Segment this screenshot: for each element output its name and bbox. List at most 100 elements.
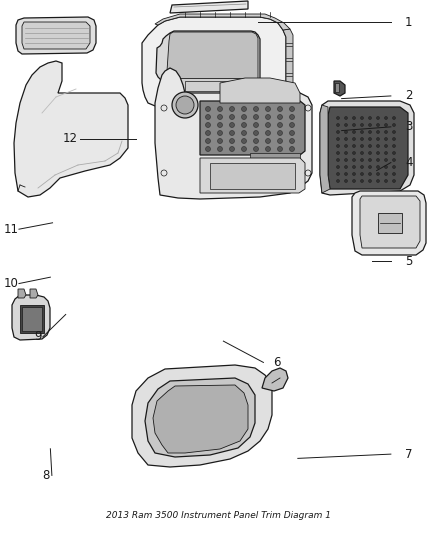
Ellipse shape — [345, 151, 347, 155]
Ellipse shape — [205, 131, 211, 135]
Ellipse shape — [345, 138, 347, 141]
Ellipse shape — [392, 138, 396, 141]
Ellipse shape — [205, 123, 211, 127]
Polygon shape — [170, 1, 248, 13]
Ellipse shape — [218, 107, 223, 111]
Ellipse shape — [336, 144, 339, 148]
Ellipse shape — [241, 107, 247, 111]
Ellipse shape — [176, 96, 194, 114]
Ellipse shape — [368, 173, 371, 175]
Ellipse shape — [218, 131, 223, 135]
Polygon shape — [220, 78, 300, 103]
Ellipse shape — [290, 123, 294, 127]
Ellipse shape — [385, 144, 388, 148]
Polygon shape — [200, 101, 305, 155]
Ellipse shape — [377, 151, 379, 155]
Ellipse shape — [230, 131, 234, 135]
Ellipse shape — [265, 131, 271, 135]
Polygon shape — [174, 78, 252, 93]
Ellipse shape — [265, 115, 271, 119]
Ellipse shape — [360, 144, 364, 148]
Ellipse shape — [392, 166, 396, 168]
Ellipse shape — [353, 180, 356, 182]
Polygon shape — [283, 29, 293, 181]
Text: 12: 12 — [63, 132, 78, 145]
Ellipse shape — [392, 124, 396, 126]
Ellipse shape — [377, 158, 379, 161]
Polygon shape — [155, 68, 312, 199]
Polygon shape — [145, 378, 255, 457]
Polygon shape — [16, 17, 96, 54]
Ellipse shape — [353, 117, 356, 119]
Ellipse shape — [360, 173, 364, 175]
Ellipse shape — [385, 158, 388, 161]
Ellipse shape — [368, 158, 371, 161]
Ellipse shape — [353, 144, 356, 148]
Ellipse shape — [254, 139, 258, 143]
Ellipse shape — [345, 158, 347, 161]
Ellipse shape — [278, 131, 283, 135]
Ellipse shape — [360, 180, 364, 182]
Ellipse shape — [345, 124, 347, 126]
Ellipse shape — [360, 158, 364, 161]
Text: 1: 1 — [405, 16, 413, 29]
Ellipse shape — [290, 115, 294, 119]
Ellipse shape — [368, 166, 371, 168]
Ellipse shape — [230, 147, 234, 151]
Ellipse shape — [360, 166, 364, 168]
Ellipse shape — [205, 115, 211, 119]
Ellipse shape — [254, 115, 258, 119]
Ellipse shape — [377, 124, 379, 126]
Ellipse shape — [385, 124, 388, 126]
Polygon shape — [30, 289, 38, 298]
Ellipse shape — [278, 123, 283, 127]
Ellipse shape — [336, 180, 339, 182]
Polygon shape — [156, 31, 260, 109]
Ellipse shape — [336, 173, 339, 175]
Ellipse shape — [345, 180, 347, 182]
Ellipse shape — [345, 144, 347, 148]
Polygon shape — [132, 365, 272, 467]
Polygon shape — [335, 119, 344, 131]
Ellipse shape — [265, 139, 271, 143]
Ellipse shape — [278, 147, 283, 151]
Ellipse shape — [360, 117, 364, 119]
Ellipse shape — [336, 131, 339, 133]
Ellipse shape — [345, 173, 347, 175]
Ellipse shape — [278, 107, 283, 111]
Ellipse shape — [353, 138, 356, 141]
Ellipse shape — [377, 138, 379, 141]
Ellipse shape — [385, 138, 388, 141]
Ellipse shape — [218, 139, 223, 143]
Text: 9: 9 — [34, 330, 42, 343]
Polygon shape — [14, 61, 128, 197]
Ellipse shape — [353, 124, 356, 126]
Ellipse shape — [241, 115, 247, 119]
Polygon shape — [320, 101, 414, 195]
Ellipse shape — [254, 107, 258, 111]
Ellipse shape — [377, 173, 379, 175]
Ellipse shape — [392, 180, 396, 182]
Ellipse shape — [336, 151, 339, 155]
Ellipse shape — [353, 151, 356, 155]
Ellipse shape — [290, 107, 294, 111]
Ellipse shape — [392, 151, 396, 155]
Ellipse shape — [265, 147, 271, 151]
Ellipse shape — [241, 131, 247, 135]
Ellipse shape — [360, 138, 364, 141]
Ellipse shape — [336, 158, 339, 161]
Polygon shape — [167, 32, 258, 105]
Ellipse shape — [254, 123, 258, 127]
Ellipse shape — [172, 92, 198, 118]
Ellipse shape — [290, 139, 294, 143]
Ellipse shape — [360, 151, 364, 155]
Ellipse shape — [377, 131, 379, 133]
Polygon shape — [360, 196, 420, 248]
Ellipse shape — [336, 138, 339, 141]
Ellipse shape — [360, 131, 364, 133]
Ellipse shape — [205, 147, 211, 151]
Text: 8: 8 — [43, 469, 50, 482]
Ellipse shape — [377, 144, 379, 148]
Ellipse shape — [385, 166, 388, 168]
Ellipse shape — [345, 131, 347, 133]
